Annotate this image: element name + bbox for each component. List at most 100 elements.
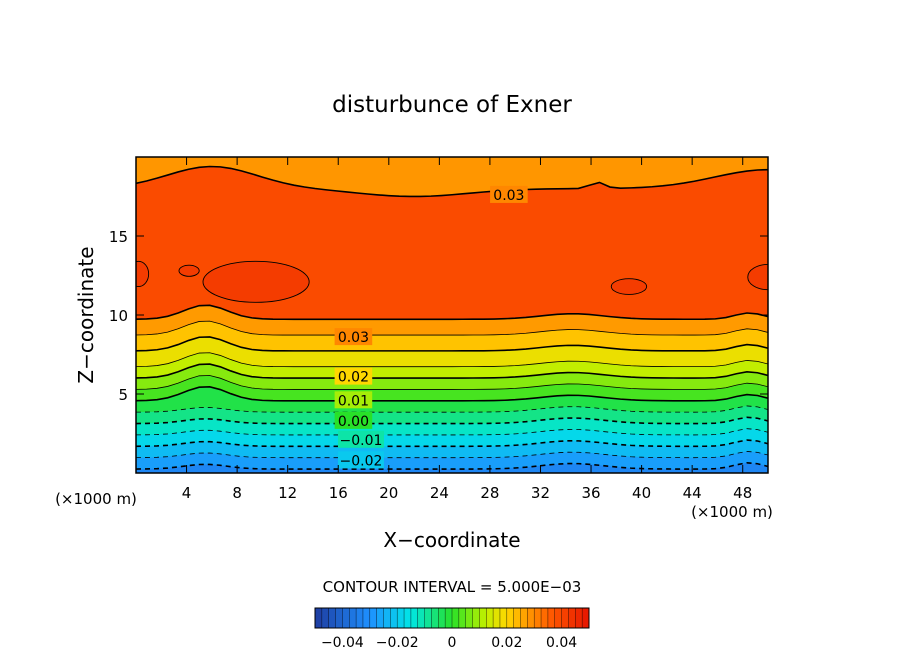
contour-label-0: 0.03 bbox=[493, 188, 524, 204]
x-tick-label-5: 24 bbox=[430, 484, 449, 502]
contour-line-2 bbox=[136, 439, 768, 448]
x-unit-right: (×1000 m) bbox=[691, 503, 773, 521]
colorbar-segment-39 bbox=[582, 608, 590, 628]
x-tick-label-11: 48 bbox=[733, 484, 752, 502]
colorbar-segment-4 bbox=[342, 608, 350, 628]
x-unit-left: (×1000 m) bbox=[55, 490, 137, 508]
contour-line-3 bbox=[136, 428, 768, 436]
contour-line-7 bbox=[136, 375, 768, 390]
colorbar-segment-12 bbox=[397, 608, 405, 628]
x-tick-label-0: 4 bbox=[182, 484, 192, 502]
max-contour-4 bbox=[178, 264, 200, 277]
contour-label-bg-3 bbox=[334, 391, 373, 409]
colorbar-segment-17 bbox=[431, 608, 439, 628]
colorbar-segment-3 bbox=[335, 608, 343, 628]
colorbar-segment-23 bbox=[472, 608, 480, 628]
contour-interval-note: CONTOUR INTERVAL = 5.000E−03 bbox=[323, 578, 582, 596]
y-tick-label-0: 5 bbox=[118, 386, 128, 404]
contour-label-bg-1 bbox=[334, 328, 373, 346]
color-bands bbox=[136, 157, 768, 473]
colorbar-segment-8 bbox=[369, 608, 378, 628]
colorbar-segment-33 bbox=[541, 608, 549, 628]
contour-line-10 bbox=[136, 336, 768, 352]
max-contour-2 bbox=[136, 260, 150, 288]
colorbar-segment-0 bbox=[315, 608, 323, 628]
max-contour-3 bbox=[747, 263, 768, 291]
x-tick-label-6: 28 bbox=[480, 484, 499, 502]
colorbar-segment-20 bbox=[452, 608, 460, 628]
colorbar-segment-21 bbox=[458, 608, 467, 628]
colorbar-segment-1 bbox=[321, 608, 330, 628]
contour-label-5: −0.01 bbox=[340, 433, 383, 449]
colorbar-segment-13 bbox=[404, 608, 412, 628]
colorbar-segment-19 bbox=[445, 608, 453, 628]
colorbar-tick-label-4: 0.04 bbox=[546, 635, 577, 651]
colorbar-segment-10 bbox=[383, 608, 391, 628]
x-tick-label-1: 8 bbox=[232, 484, 242, 502]
colorbar-segment-18 bbox=[438, 608, 446, 628]
y-axis-label: Z−coordinate bbox=[74, 246, 98, 383]
x-tick-label-10: 44 bbox=[683, 484, 702, 502]
x-tick-label-7: 32 bbox=[531, 484, 550, 502]
band-0 bbox=[136, 462, 768, 473]
max-contour-0 bbox=[202, 260, 310, 303]
colorbar-tick-labels: −0.04 −0.02 0 0.02 0.04 bbox=[321, 635, 577, 651]
colorbar-segment-31 bbox=[527, 608, 535, 628]
contour-label-bg-6 bbox=[337, 451, 384, 469]
colorbar-tick-label-1: −0.02 bbox=[376, 635, 419, 651]
contour-label-bg-5 bbox=[337, 430, 384, 448]
colorbar-segment-30 bbox=[520, 608, 528, 628]
contour-line-8 bbox=[136, 363, 768, 379]
contour-label-3: 0.01 bbox=[338, 393, 369, 409]
contour-line-4 bbox=[136, 416, 768, 425]
x-tick-label-9: 40 bbox=[632, 484, 651, 502]
y-tick-label-2: 15 bbox=[109, 228, 128, 246]
contour-line-0 bbox=[136, 461, 768, 470]
colorbar-segment-11 bbox=[390, 608, 398, 628]
contour-label-bg-4 bbox=[334, 411, 373, 429]
x-tick-label-3: 16 bbox=[329, 484, 348, 502]
colorbar-segment-28 bbox=[506, 608, 515, 628]
x-axis-ticks: 4 8 12 16 20 24 28 32 36 40 44 48 bbox=[182, 157, 752, 502]
contour-line-11 bbox=[136, 320, 768, 336]
x-tick-label-2: 12 bbox=[278, 484, 297, 502]
colorbar-segment-26 bbox=[493, 608, 501, 628]
contour-label-bg-0 bbox=[490, 185, 528, 203]
colorbar-tick-label-3: 0.02 bbox=[491, 635, 522, 651]
contour-label-4: 0.00 bbox=[338, 414, 369, 430]
contour-line-12 bbox=[136, 304, 768, 321]
contour-labels: 0.03 0.03 0.02 0.01 0.00 −0.01 −0.02 bbox=[334, 185, 528, 469]
colorbar-segment-37 bbox=[568, 608, 576, 628]
contour-label-bg-2 bbox=[334, 367, 373, 385]
colorbar-segment-35 bbox=[554, 608, 563, 628]
contour-line-1 bbox=[136, 451, 768, 459]
max-contour-1 bbox=[610, 278, 648, 295]
contour-line-6 bbox=[136, 386, 768, 402]
contour-lines bbox=[136, 165, 768, 470]
x-tick-label-8: 36 bbox=[581, 484, 600, 502]
colorbar-segment-24 bbox=[479, 608, 487, 628]
colorbar-segment-6 bbox=[356, 608, 364, 628]
plot-area bbox=[136, 157, 768, 473]
colorbar-segment-2 bbox=[328, 608, 337, 628]
colorbar-frame bbox=[314, 607, 590, 629]
colorbar-segment-34 bbox=[547, 608, 556, 628]
colorbar-segment-7 bbox=[362, 608, 371, 628]
y-tick-label-1: 10 bbox=[109, 307, 128, 325]
colorbar-tick-label-2: 0 bbox=[448, 635, 457, 651]
colorbar-segment-27 bbox=[499, 608, 508, 628]
colorbar-segment-15 bbox=[417, 608, 426, 628]
colorbar-segment-22 bbox=[465, 608, 474, 628]
chart-title: disturbunce of Exner bbox=[332, 92, 572, 118]
contour-label-2: 0.02 bbox=[338, 370, 369, 386]
colorbar-segment-16 bbox=[424, 608, 432, 628]
colorbar-segment-38 bbox=[575, 608, 583, 628]
colorbar-segment-25 bbox=[486, 608, 494, 628]
colorbar-segment-36 bbox=[561, 608, 569, 628]
contour-label-1: 0.03 bbox=[338, 330, 369, 346]
colorbar-segment-5 bbox=[349, 608, 357, 628]
contour-line-9 bbox=[136, 352, 768, 368]
contour-line-5 bbox=[136, 405, 768, 413]
contour-line-upper bbox=[136, 165, 768, 198]
